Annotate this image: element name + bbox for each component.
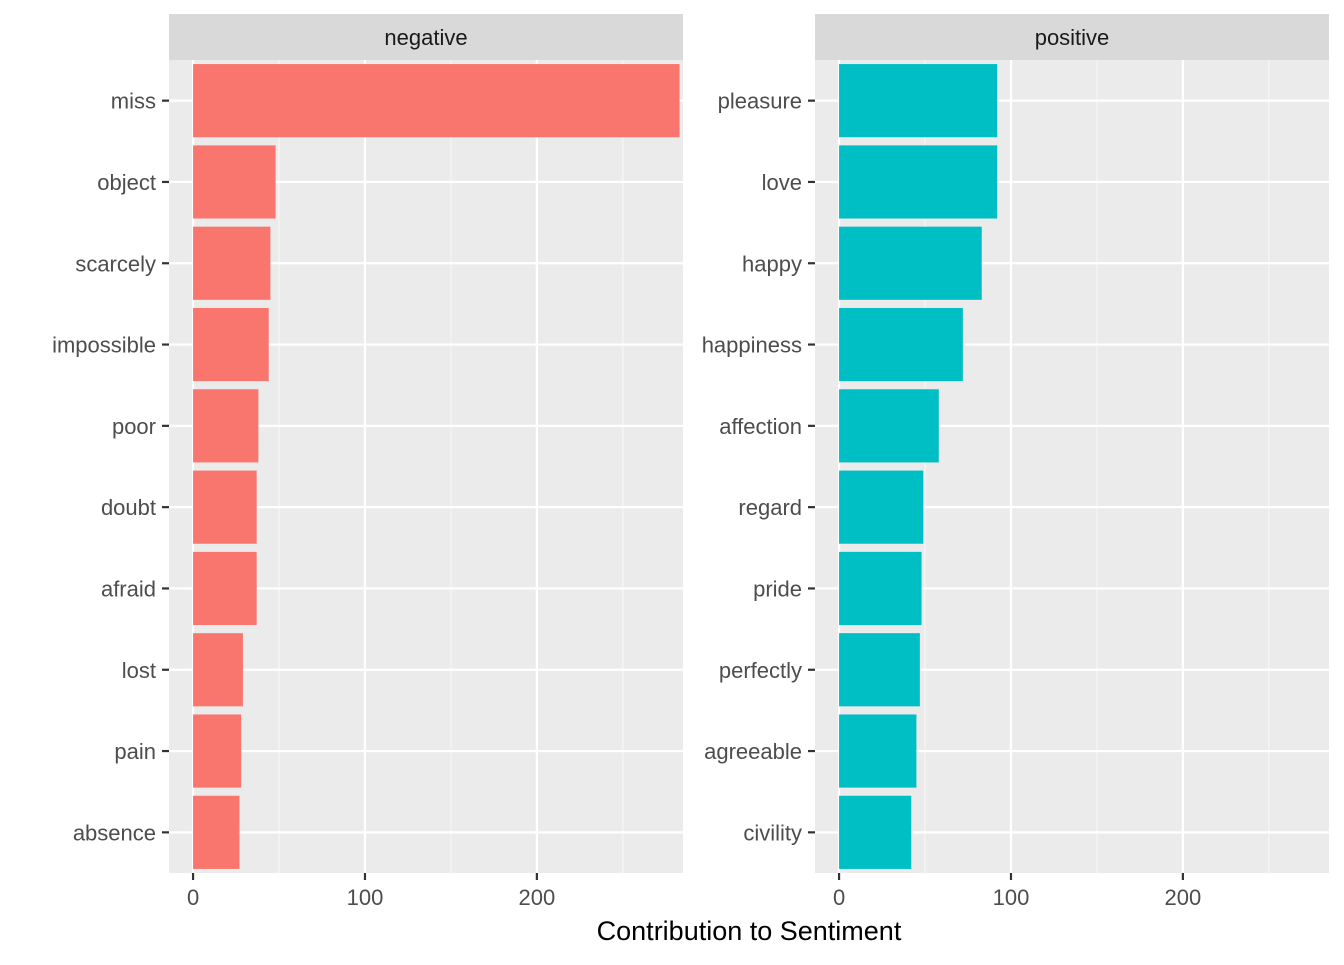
bar-afraid bbox=[193, 551, 257, 626]
x-tick-label: 100 bbox=[347, 885, 384, 910]
bar-lost bbox=[193, 633, 243, 707]
bar-object bbox=[193, 145, 276, 219]
facet-strip bbox=[169, 14, 683, 60]
y-tick-label: doubt bbox=[101, 495, 156, 520]
x-tick-label: 0 bbox=[833, 885, 845, 910]
bar-affection bbox=[839, 389, 939, 463]
y-tick-label: perfectly bbox=[719, 658, 802, 683]
y-tick-label: happy bbox=[742, 251, 802, 276]
bar-pride bbox=[839, 551, 922, 626]
x-tick-label: 0 bbox=[187, 885, 199, 910]
facet-title: positive bbox=[1035, 25, 1110, 50]
bar-poor bbox=[193, 389, 259, 463]
y-tick-label: agreeable bbox=[704, 739, 802, 764]
bar-scarcely bbox=[193, 226, 271, 300]
y-tick-label: regard bbox=[738, 495, 802, 520]
y-tick-label: affection bbox=[719, 414, 802, 439]
bar-agreeable bbox=[839, 714, 917, 788]
y-tick-label: civility bbox=[743, 820, 802, 845]
y-tick-label: miss bbox=[111, 89, 156, 114]
bar-happy bbox=[839, 226, 982, 300]
y-tick-label: scarcely bbox=[75, 251, 156, 276]
y-tick-label: absence bbox=[73, 820, 156, 845]
bar-pain bbox=[193, 714, 242, 788]
bar-doubt bbox=[193, 470, 257, 544]
bar-love bbox=[839, 145, 998, 219]
bar-regard bbox=[839, 470, 924, 544]
x-tick-label: 100 bbox=[993, 885, 1030, 910]
y-tick-label: pleasure bbox=[718, 89, 802, 114]
x-tick-label: 200 bbox=[1165, 885, 1202, 910]
bar-absence bbox=[193, 795, 240, 869]
x-axis-title: Contribution to Sentiment bbox=[597, 916, 902, 946]
y-tick-label: love bbox=[762, 170, 802, 195]
y-tick-label: impossible bbox=[52, 333, 156, 358]
bar-miss bbox=[193, 64, 680, 138]
bar-civility bbox=[839, 795, 912, 869]
y-tick-label: pride bbox=[753, 576, 802, 601]
bar-happiness bbox=[839, 307, 963, 382]
bar-impossible bbox=[193, 307, 269, 382]
y-tick-label: lost bbox=[122, 658, 156, 683]
facet-strip bbox=[815, 14, 1329, 60]
y-tick-label: object bbox=[97, 170, 156, 195]
x-tick-label: 200 bbox=[519, 885, 556, 910]
bar-perfectly bbox=[839, 633, 920, 707]
y-tick-label: happiness bbox=[702, 333, 802, 358]
y-tick-label: poor bbox=[112, 414, 156, 439]
y-tick-label: pain bbox=[114, 739, 156, 764]
y-tick-label: afraid bbox=[101, 576, 156, 601]
bar-pleasure bbox=[839, 64, 998, 138]
facet-title: negative bbox=[384, 25, 467, 50]
